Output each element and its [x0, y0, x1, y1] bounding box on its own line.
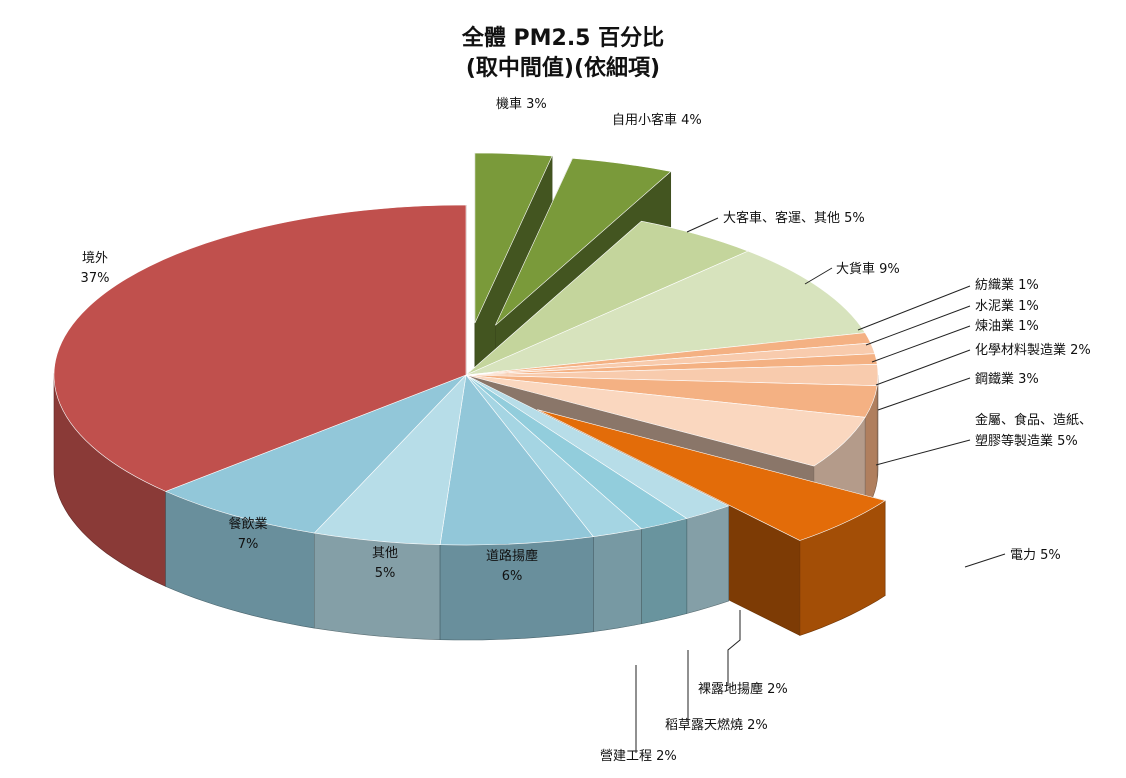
slice-道路揚塵: [439, 374, 594, 546]
slice-道路揚塵-label: 道路揚塵: [486, 548, 538, 564]
chart-subtitle: (取中間值)(依細項): [465, 56, 661, 81]
slice-金屬-食品-造紙-塑膠等製造業: [465, 374, 866, 467]
slice-鋼鐵業-leader-line: [877, 377, 971, 411]
slice-其他-value: 5%: [375, 566, 396, 581]
slice-境外-value: 37%: [81, 271, 110, 286]
slice-煉油業-label: 煉油業 1%: [975, 318, 1039, 334]
slice-電力-leader-line: [964, 553, 1006, 568]
slice-大客車-客運-其他-label: 大客車、客運、其他 5%: [723, 210, 865, 226]
slice-稻草露天燃燒-side: [641, 518, 688, 625]
slice-水泥業-label: 水泥業 1%: [975, 298, 1039, 314]
slice-自用小客車-label: 自用小客車 4%: [612, 112, 702, 128]
slice-大貨車-label: 大貨車 9%: [836, 261, 900, 277]
slice-煉油業-leader-line: [871, 325, 971, 363]
slice-機車-label: 機車 3%: [496, 97, 547, 112]
slice-化學材料製造業-leader-line: [875, 349, 971, 386]
data-labels: 機車 3% 自用小客車 4% 大客車、客運、其他 5% 大貨車 9% 紡織業 1% 水泥業…: [81, 97, 1092, 764]
slice-化學材料製造業-label: 化學材料製造業 2%: [975, 342, 1091, 358]
slice-鋼鐵業-label: 鋼鐵業 3%: [975, 371, 1039, 387]
slice-水泥業-leader-line: [865, 305, 971, 346]
slice-境外-label: 境外: [82, 251, 108, 266]
slice-大貨車-leader-line: [804, 267, 833, 285]
slice-餐飲業: [164, 374, 467, 534]
slice-其他-label: 其他: [372, 546, 398, 561]
slice-大貨車: [465, 250, 866, 376]
slice-自用小客車: [495, 157, 672, 326]
slice-餐飲業-label: 餐飲業: [228, 516, 267, 532]
slice-營建工程-label: 營建工程 2%: [600, 749, 677, 764]
slice-裸露地揚塵-label: 裸露地揚塵 2%: [698, 681, 788, 697]
chart-title: 全體 PM2.5 百分比: [461, 26, 665, 51]
slice-大客車-客運-其他-leader-line: [686, 217, 719, 233]
slice-紡織業-label: 紡織業 1%: [975, 277, 1039, 293]
slice-餐飲業-value: 7%: [238, 537, 259, 552]
pie-tops: [53, 152, 886, 546]
slice-營建工程-side: [593, 528, 642, 633]
leader-lines: [635, 217, 1006, 753]
slice-金屬-食品-造紙-塑膠等製造業-label: 金屬、食品、造紙、: [975, 412, 1092, 428]
slice-裸露地揚塵-leader-line: [727, 610, 741, 686]
slice-稻草露天燃燒-label: 稻草露天燃燒 2%: [665, 717, 768, 733]
slice-電力-label: 電力 5%: [1010, 548, 1061, 563]
slice-境外: [53, 204, 467, 492]
slice-金屬-食品-造紙-塑膠等製造業-leader-line: [875, 439, 971, 466]
slice-紡織業-leader-line: [857, 285, 971, 331]
slice-機車: [474, 152, 553, 324]
slice-金屬-食品-造紙-塑膠等製造業-label-cont: 塑膠等製造業 5%: [975, 433, 1078, 449]
slice-電力: [537, 409, 886, 541]
slice-道路揚塵-value: 6%: [502, 569, 523, 584]
slice-裸露地揚塵-side: [686, 505, 729, 614]
